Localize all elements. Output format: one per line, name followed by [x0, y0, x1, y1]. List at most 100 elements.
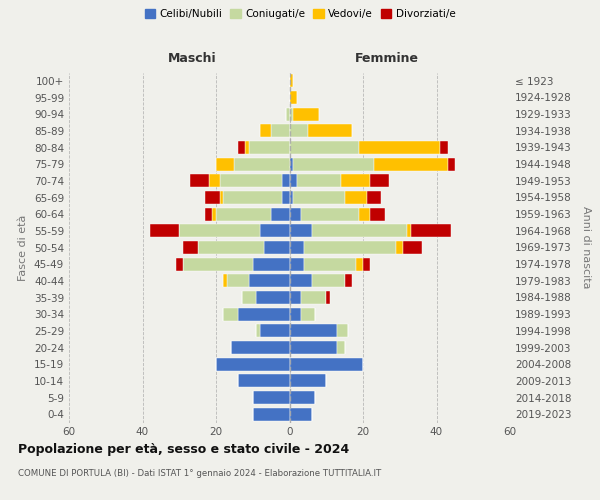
Bar	[304, 241, 396, 254]
Text: COMUNE DI PORTULA (BI) - Dati ISTAT 1° gennaio 2024 - Elaborazione TUTTITALIA.IT: COMUNE DI PORTULA (BI) - Dati ISTAT 1° g…	[18, 469, 381, 478]
Bar	[190, 174, 209, 188]
Bar	[249, 141, 290, 154]
Bar	[370, 208, 385, 220]
Bar	[223, 308, 238, 320]
Bar	[293, 108, 319, 120]
Bar	[286, 108, 290, 120]
Bar	[304, 258, 356, 270]
Bar	[407, 224, 411, 237]
Bar	[253, 258, 290, 270]
Bar	[253, 408, 290, 420]
Bar	[290, 391, 315, 404]
Bar	[183, 258, 253, 270]
Bar	[249, 274, 290, 287]
Bar	[235, 158, 290, 170]
Bar	[297, 174, 341, 188]
Bar	[308, 124, 352, 138]
Bar	[290, 208, 301, 220]
Bar	[341, 174, 370, 188]
Bar	[293, 158, 374, 170]
Bar	[448, 158, 455, 170]
Bar	[359, 141, 440, 154]
Bar	[223, 274, 227, 287]
Bar	[290, 241, 304, 254]
Bar	[290, 341, 337, 354]
Bar	[290, 358, 363, 370]
Bar	[344, 274, 352, 287]
Bar	[326, 291, 330, 304]
Bar	[238, 141, 245, 154]
Bar	[337, 341, 344, 354]
Bar	[212, 208, 216, 220]
Bar	[205, 191, 220, 204]
Bar	[179, 224, 260, 237]
Bar	[256, 291, 290, 304]
Bar	[238, 374, 290, 388]
Bar	[411, 224, 451, 237]
Bar	[242, 291, 256, 304]
Bar	[220, 174, 282, 188]
Bar	[440, 141, 448, 154]
Bar	[367, 191, 382, 204]
Bar	[260, 124, 271, 138]
Bar	[282, 174, 290, 188]
Bar	[363, 258, 370, 270]
Y-axis label: Anni di nascita: Anni di nascita	[581, 206, 591, 288]
Bar	[359, 208, 370, 220]
Bar	[301, 308, 315, 320]
Bar	[370, 174, 389, 188]
Bar	[282, 191, 290, 204]
Bar	[209, 174, 220, 188]
Bar	[293, 191, 344, 204]
Bar	[290, 274, 311, 287]
Bar	[344, 191, 367, 204]
Legend: Celibi/Nubili, Coniugati/e, Vedovi/e, Divorziati/e: Celibi/Nubili, Coniugati/e, Vedovi/e, Di…	[140, 5, 460, 24]
Bar	[290, 74, 293, 88]
Bar	[150, 224, 179, 237]
Bar	[290, 124, 308, 138]
Bar	[290, 324, 337, 338]
Bar	[403, 241, 422, 254]
Bar	[230, 341, 290, 354]
Bar	[197, 241, 264, 254]
Bar	[290, 258, 304, 270]
Bar	[216, 358, 290, 370]
Bar	[290, 308, 301, 320]
Bar	[271, 124, 290, 138]
Bar	[290, 174, 297, 188]
Bar	[290, 291, 301, 304]
Bar	[301, 208, 359, 220]
Bar	[183, 241, 197, 254]
Bar	[220, 191, 223, 204]
Bar	[256, 324, 260, 338]
Bar	[260, 324, 290, 338]
Bar	[238, 308, 290, 320]
Y-axis label: Fasce di età: Fasce di età	[19, 214, 28, 280]
Bar	[271, 208, 290, 220]
Bar	[260, 224, 290, 237]
Bar	[205, 208, 212, 220]
Text: Popolazione per età, sesso e stato civile - 2024: Popolazione per età, sesso e stato civil…	[18, 442, 349, 456]
Bar	[396, 241, 403, 254]
Bar	[290, 108, 293, 120]
Bar	[245, 141, 249, 154]
Bar	[374, 158, 448, 170]
Bar	[290, 158, 293, 170]
Bar	[301, 291, 326, 304]
Text: Maschi: Maschi	[168, 52, 217, 66]
Bar	[311, 224, 407, 237]
Bar	[176, 258, 183, 270]
Bar	[290, 91, 297, 104]
Bar	[290, 408, 311, 420]
Bar	[290, 141, 359, 154]
Bar	[337, 324, 348, 338]
Bar	[290, 374, 326, 388]
Bar	[216, 158, 235, 170]
Bar	[290, 191, 293, 204]
Bar	[227, 274, 249, 287]
Bar	[290, 224, 311, 237]
Bar	[356, 258, 363, 270]
Bar	[253, 391, 290, 404]
Bar	[216, 208, 271, 220]
Bar	[311, 274, 344, 287]
